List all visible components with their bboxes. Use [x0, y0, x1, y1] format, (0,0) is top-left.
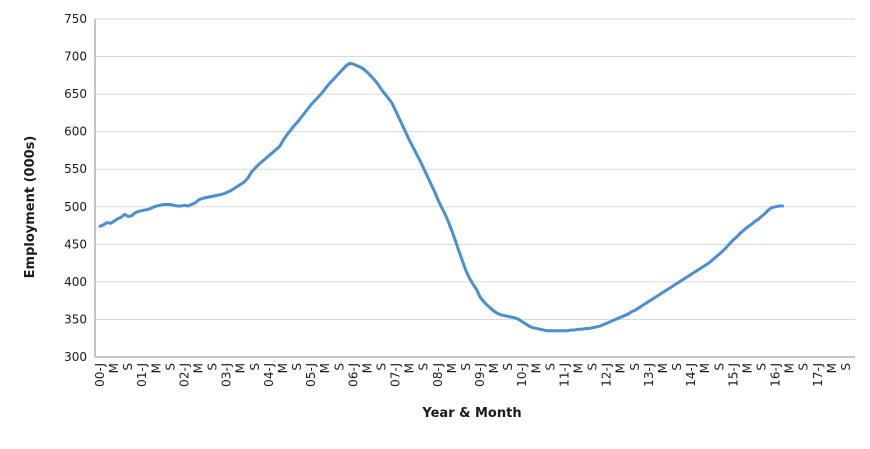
- y-tick-label: 500: [64, 200, 87, 214]
- x-tick-label: S: [121, 363, 135, 371]
- x-tick-label: M: [445, 363, 459, 373]
- gridlines: [95, 18, 855, 320]
- x-tick-label: M: [318, 363, 332, 373]
- x-tick-label: 11-J: [557, 363, 571, 387]
- x-tick-label: M: [403, 363, 417, 373]
- y-tick-label: 600: [64, 125, 87, 139]
- x-tick-label: 13-J: [642, 363, 656, 387]
- x-tick-label: S: [459, 363, 473, 371]
- x-tick-label: M: [487, 363, 501, 373]
- x-tick-label: 06-J: [346, 363, 360, 387]
- x-tick-label: S: [163, 363, 177, 371]
- x-tick-label: 07-J: [389, 363, 403, 387]
- x-tick-label: M: [276, 363, 290, 373]
- x-tick-label: 10-J: [515, 363, 529, 387]
- x-tick-label: M: [572, 363, 586, 373]
- y-tick-label: 650: [64, 87, 87, 101]
- y-tick-label: 450: [64, 237, 87, 251]
- x-tick-label: 08-J: [431, 363, 445, 387]
- y-tick-label: 750: [64, 12, 87, 26]
- y-tick-label: 550: [64, 162, 87, 176]
- x-tick-label: M: [529, 363, 543, 373]
- y-axis-ticks: 300 350 400 450 500 550 600 650 700 750: [64, 12, 87, 364]
- x-tick-label: 01-J: [135, 363, 149, 387]
- x-tick-label: M: [360, 363, 374, 373]
- x-tick-label: 15-J: [726, 363, 740, 387]
- x-tick-label: M: [234, 363, 248, 373]
- x-tick-label: S: [628, 363, 642, 371]
- x-tick-label: S: [417, 363, 431, 371]
- x-tick-label: 04-J: [262, 363, 276, 387]
- x-tick-label: M: [107, 363, 121, 373]
- x-tick-label: S: [290, 363, 304, 371]
- y-tick-label: 700: [64, 50, 87, 64]
- x-tick-label: M: [698, 363, 712, 373]
- series-group: [98, 61, 785, 333]
- axes: [94, 19, 855, 358]
- x-tick-label: M: [656, 363, 670, 373]
- x-tick-label: 05-J: [304, 363, 318, 387]
- x-tick-label: S: [248, 363, 262, 371]
- x-tick-label: S: [206, 363, 220, 371]
- x-tick-label: S: [501, 363, 515, 371]
- x-tick-label: 02-J: [177, 363, 191, 387]
- x-tick-label: M: [783, 363, 797, 373]
- x-tick-label: S: [712, 363, 726, 371]
- y-tick-label: 350: [64, 312, 87, 326]
- y-tick-label: 300: [64, 350, 87, 364]
- x-tick-label: S: [797, 363, 811, 371]
- y-tick-label: 400: [64, 275, 87, 289]
- y-axis-title: Employment (000s): [23, 136, 38, 279]
- x-axis-title: Year & Month: [421, 406, 521, 421]
- x-tick-label: S: [670, 363, 684, 371]
- x-tick-label: S: [839, 363, 853, 371]
- x-tick-label: S: [543, 363, 557, 371]
- x-tick-label: S: [332, 363, 346, 371]
- x-tick-label: M: [149, 363, 163, 373]
- x-tick-label: M: [192, 363, 206, 373]
- x-axis-ticks: 00-J M S 01-J M S 02-J M S 03-J M S 04-J M S 05-J M S 06-J…: [93, 363, 853, 387]
- x-tick-label: 03-J: [220, 363, 234, 387]
- x-tick-label: S: [374, 363, 388, 371]
- x-tick-label: 00-J: [93, 363, 107, 387]
- series-line: [98, 61, 785, 333]
- x-tick-label: 14-J: [684, 363, 698, 387]
- x-tick-label: 12-J: [600, 363, 614, 387]
- x-tick-label: 16-J: [769, 363, 783, 387]
- x-tick-label: 09-J: [473, 363, 487, 387]
- x-tick-label: M: [825, 363, 839, 373]
- x-tick-label: S: [754, 363, 768, 371]
- x-tick-label: M: [740, 363, 754, 373]
- x-tick-label: S: [586, 363, 600, 371]
- x-tick-label: M: [614, 363, 628, 373]
- x-tick-label: 17-J: [811, 363, 825, 387]
